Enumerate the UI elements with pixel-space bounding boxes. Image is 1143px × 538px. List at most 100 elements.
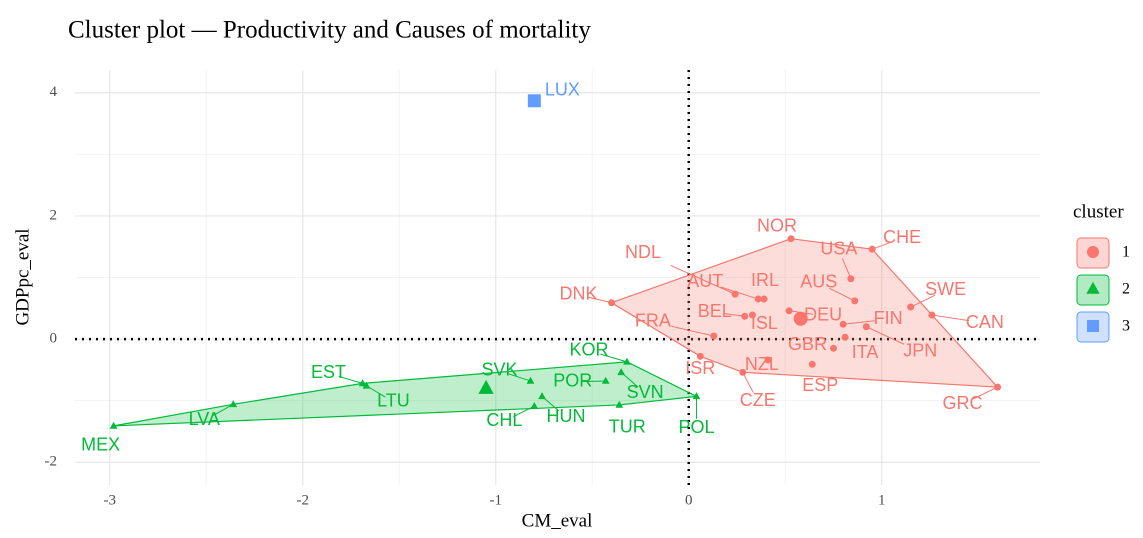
chart-title: Cluster plot — Productivity and Causes o…	[68, 17, 591, 44]
point-label: SVK	[481, 360, 517, 380]
point-label: CHL	[486, 410, 522, 430]
label-connector	[866, 326, 905, 345]
point-label: CZE	[740, 390, 776, 410]
point	[229, 400, 238, 408]
point-label: ISR	[685, 358, 715, 378]
point-label: EST	[311, 362, 346, 382]
point	[851, 297, 859, 305]
point	[994, 383, 1002, 391]
point-label: AUT	[687, 271, 723, 291]
y-tick-label: 0	[50, 331, 58, 347]
label-connector	[212, 403, 234, 416]
point	[692, 392, 701, 400]
point	[829, 344, 837, 352]
point	[362, 381, 371, 389]
label-connector	[843, 320, 875, 325]
point-label: NOR	[757, 215, 797, 235]
x-tick-label: 1	[878, 492, 886, 508]
label-connector	[723, 312, 745, 317]
label-connector	[910, 294, 936, 308]
label-connector	[670, 264, 736, 295]
x-tick-label: -3	[103, 492, 116, 508]
point-label: DEU	[804, 304, 842, 324]
point	[696, 352, 704, 360]
label-connector	[720, 286, 759, 300]
point-label: USA	[820, 238, 857, 258]
point-label: CAN	[966, 312, 1004, 332]
legend-symbol	[1087, 246, 1099, 258]
label-connector	[582, 380, 606, 383]
point	[601, 376, 610, 384]
point-label: LVA	[189, 409, 220, 429]
point-label: NZL	[745, 354, 779, 374]
point	[785, 307, 793, 315]
point-label: LTU	[377, 391, 410, 411]
y-tick-label: 4	[50, 84, 58, 100]
label-connector	[671, 325, 714, 337]
point	[841, 333, 849, 341]
point-label: NDL	[625, 242, 661, 262]
point	[526, 376, 535, 384]
point-label: LUX	[545, 80, 580, 100]
point	[617, 368, 626, 376]
point-label: ISL	[751, 313, 778, 333]
label-connector	[871, 241, 894, 250]
label-connector	[742, 372, 754, 393]
point	[109, 421, 118, 429]
legend-label: 1	[1122, 244, 1130, 261]
x-tick-label: 0	[685, 492, 693, 508]
point	[928, 311, 936, 319]
point-label: DNK	[560, 283, 598, 303]
y-tick-label: -2	[45, 454, 58, 470]
point	[787, 235, 795, 243]
label-connector	[508, 373, 531, 382]
cluster-center	[793, 311, 808, 326]
point	[623, 357, 631, 365]
point	[358, 379, 367, 387]
legend-title: cluster	[1073, 201, 1124, 222]
legend-symbol	[1087, 320, 1099, 332]
point	[808, 360, 816, 368]
point-label: SVN	[627, 382, 664, 402]
point	[739, 368, 747, 376]
point-label: ESP	[802, 375, 838, 395]
label-connector	[931, 314, 970, 322]
point	[710, 332, 718, 340]
point-label: POL	[678, 417, 714, 437]
point	[754, 295, 762, 303]
x-tick-label: -2	[296, 492, 309, 508]
legend-label: 3	[1122, 318, 1130, 335]
legend-symbol	[1086, 281, 1100, 294]
label-connector	[841, 258, 852, 279]
y-axis-label: GDPpc_eval	[12, 228, 33, 325]
point-label: AUS	[800, 272, 837, 292]
point-label: IRL	[751, 270, 779, 290]
label-connector	[600, 353, 628, 363]
point-label: CHE	[883, 227, 921, 247]
point-label: GBR	[788, 334, 827, 354]
point	[760, 295, 768, 303]
point-label: MEX	[81, 435, 120, 455]
point-label: GRC	[943, 393, 983, 413]
point	[862, 323, 870, 331]
point	[530, 401, 539, 409]
point-label: BEL	[698, 301, 732, 321]
point	[868, 245, 876, 253]
x-axis-label: CM_eval	[522, 510, 593, 531]
label-connector	[829, 287, 855, 302]
point-label: FIN	[874, 308, 903, 328]
point	[538, 392, 546, 400]
cluster-center	[478, 379, 494, 394]
label-connector	[338, 375, 363, 384]
point-label: HUN	[547, 406, 586, 426]
point	[615, 400, 624, 408]
point	[907, 303, 915, 311]
x-tick-label: -1	[489, 492, 502, 508]
point-label: JPN	[903, 341, 937, 361]
point-label: SWE	[925, 279, 966, 299]
point	[741, 312, 749, 320]
point	[764, 356, 772, 364]
point	[839, 320, 847, 328]
y-tick-label: 2	[50, 207, 58, 223]
